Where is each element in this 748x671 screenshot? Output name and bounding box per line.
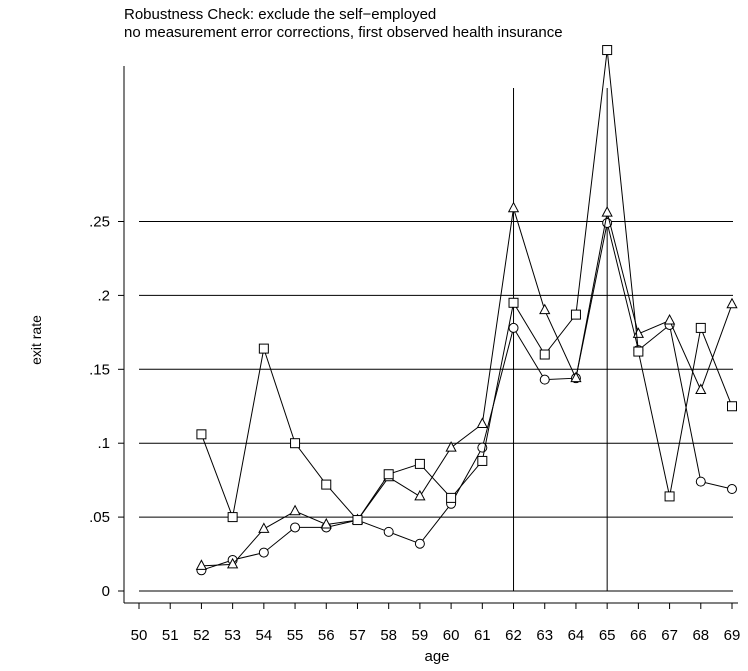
data-point-circle	[508, 322, 519, 333]
data-point-triangle	[695, 383, 707, 394]
data-point-triangle	[476, 417, 488, 428]
data-point-square	[258, 343, 269, 354]
data-point-triangle	[570, 371, 582, 383]
x-tick-label: 66	[630, 627, 647, 644]
data-point-triangle	[195, 559, 208, 570]
data-point-square	[508, 297, 519, 308]
data-point-circle	[258, 547, 269, 558]
x-tick-label: 50	[131, 627, 148, 644]
data-point-circle	[290, 522, 301, 533]
x-tick-label: 55	[287, 627, 304, 644]
data-point-square	[570, 309, 581, 320]
x-tick-label: 56	[318, 627, 335, 644]
data-point-square	[477, 455, 488, 466]
x-tick-label: 51	[162, 627, 179, 644]
x-tick-label: 63	[536, 627, 553, 644]
data-point-circle	[695, 476, 706, 487]
x-tick-label: 61	[474, 627, 491, 644]
data-point-circle	[727, 484, 737, 495]
series-square	[196, 45, 737, 526]
x-tick-label: 60	[443, 627, 460, 644]
gridlines	[139, 221, 733, 592]
data-point-triangle	[539, 303, 551, 315]
y-tick-label: .1	[97, 435, 110, 452]
axes: 0 .05 .1 .15 .2 .25 50 51 52 53 54 55 56 57 58 59 60 61 62…	[89, 66, 740, 644]
series-line	[201, 222, 733, 571]
data-point-triangle	[226, 557, 239, 569]
x-tick-label: 68	[692, 627, 709, 644]
data-point-square	[290, 438, 301, 449]
x-tick-label: 67	[661, 627, 678, 644]
y-tick-label: .2	[97, 287, 110, 304]
data-point-triangle	[726, 297, 738, 309]
x-tick-label: 57	[349, 627, 366, 644]
data-point-square	[633, 346, 644, 357]
data-point-circle	[414, 538, 425, 549]
y-tick-label: .25	[89, 214, 110, 231]
series-line	[201, 208, 733, 567]
x-tick-label: 62	[505, 627, 522, 644]
data-point-triangle	[414, 489, 426, 501]
y-tick-label: 0	[102, 583, 110, 600]
series-circle	[196, 217, 737, 576]
x-tick-label: 59	[412, 627, 429, 644]
data-point-triangle	[320, 517, 332, 529]
data-point-square	[321, 479, 332, 490]
data-point-square	[727, 401, 737, 412]
data-point-triangle	[663, 313, 676, 325]
data-point-square	[383, 469, 394, 480]
series-triangle	[195, 201, 738, 570]
chart-subtitle: no measurement error corrections, first …	[124, 24, 563, 41]
data-point-square	[227, 512, 238, 523]
series-line	[200, 50, 733, 521]
chart-title: Robustness Check: exclude the self−emplo…	[124, 6, 437, 23]
data-point-circle	[383, 526, 394, 537]
data-point-square	[414, 458, 425, 469]
x-tick-label: 65	[599, 627, 616, 644]
data-point-square	[602, 45, 613, 56]
x-tick-label: 64	[568, 627, 585, 644]
x-axis-label: age	[424, 648, 450, 665]
data-point-square	[539, 349, 550, 360]
data-point-triangle	[601, 206, 613, 217]
data-point-triangle	[258, 522, 270, 533]
data-point-square	[352, 515, 363, 526]
data-point-square	[446, 492, 457, 503]
data-point-square	[196, 429, 207, 440]
y-tick-label: .05	[89, 509, 110, 526]
y-tick-label: .15	[89, 361, 110, 378]
x-tick-label: 58	[380, 627, 397, 644]
data-point-square	[695, 322, 706, 333]
data-point-triangle	[289, 504, 301, 516]
x-tick-label: 53	[224, 627, 241, 644]
data-point-square	[664, 491, 675, 502]
x-tick-label: 52	[193, 627, 210, 644]
x-tick-label: 69	[724, 627, 741, 644]
data-point-triangle	[445, 441, 457, 452]
reference-lines	[513, 88, 608, 591]
x-tick-label: 54	[255, 627, 272, 644]
series-layer	[195, 45, 738, 576]
data-point-triangle	[507, 201, 520, 213]
data-point-circle	[539, 374, 550, 385]
